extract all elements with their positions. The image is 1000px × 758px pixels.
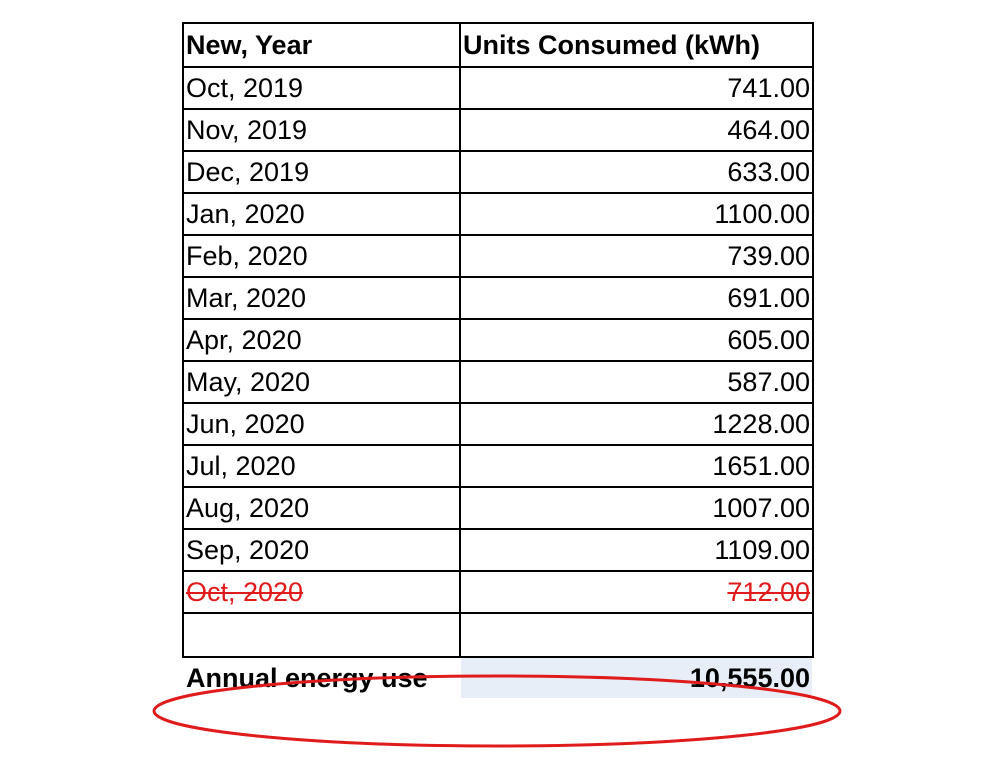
units-cell: 1100.00 — [459, 192, 814, 236]
header-units: Units Consumed (kWh) — [459, 22, 814, 68]
period-cell: Jul, 2020 — [182, 444, 461, 488]
table-row: Oct, 2019 741.00 — [182, 66, 814, 110]
table-row: Jun, 2020 1228.00 — [182, 402, 814, 446]
table-row: Sep, 2020 1109.00 — [182, 528, 814, 572]
period-cell: Mar, 2020 — [182, 276, 461, 320]
units-cell: 464.00 — [459, 108, 814, 152]
period-cell: Jun, 2020 — [182, 402, 461, 446]
table-row: Aug, 2020 1007.00 — [182, 486, 814, 530]
table-row: Nov, 2019 464.00 — [182, 108, 814, 152]
table-row: Mar, 2020 691.00 — [182, 276, 814, 320]
table-row: Feb, 2020 739.00 — [182, 234, 814, 278]
units-cell: 1007.00 — [459, 486, 814, 530]
period-cell: Oct, 2020 — [182, 570, 461, 614]
units-cell: 633.00 — [459, 150, 814, 194]
units-cell: 1109.00 — [459, 528, 814, 572]
units-cell: 691.00 — [459, 276, 814, 320]
period-cell: Dec, 2019 — [182, 150, 461, 194]
period-cell: Nov, 2019 — [182, 108, 461, 152]
table-row: Apr, 2020 605.00 — [182, 318, 814, 362]
period-cell: Feb, 2020 — [182, 234, 461, 278]
units-cell: 587.00 — [459, 360, 814, 404]
table-row: Jul, 2020 1651.00 — [182, 444, 814, 488]
table-row: May, 2020 587.00 — [182, 360, 814, 404]
units-cell: 605.00 — [459, 318, 814, 362]
period-cell: Jan, 2020 — [182, 192, 461, 236]
units-cell: 1228.00 — [459, 402, 814, 446]
table-row: Oct, 2020 712.00 — [182, 570, 814, 614]
header-row: New, Year Units Consumed (kWh) — [182, 22, 814, 68]
energy-table: New, Year Units Consumed (kWh) Oct, 2019… — [182, 22, 814, 700]
empty-cell — [459, 612, 814, 658]
period-cell: Sep, 2020 — [182, 528, 461, 572]
period-cell: Oct, 2019 — [182, 66, 461, 110]
units-cell: 741.00 — [459, 66, 814, 110]
total-row: Annual energy use 10,555.00 — [182, 656, 814, 700]
period-cell: May, 2020 — [182, 360, 461, 404]
units-cell: 712.00 — [459, 570, 814, 614]
units-cell: 1651.00 — [459, 444, 814, 488]
total-value: 10,555.00 — [459, 656, 814, 700]
period-cell: Aug, 2020 — [182, 486, 461, 530]
table-row: Dec, 2019 633.00 — [182, 150, 814, 194]
empty-row — [182, 612, 814, 658]
units-cell: 739.00 — [459, 234, 814, 278]
header-period: New, Year — [182, 22, 461, 68]
period-cell: Apr, 2020 — [182, 318, 461, 362]
table-row: Jan, 2020 1100.00 — [182, 192, 814, 236]
total-label: Annual energy use — [182, 656, 461, 700]
empty-cell — [182, 612, 461, 658]
